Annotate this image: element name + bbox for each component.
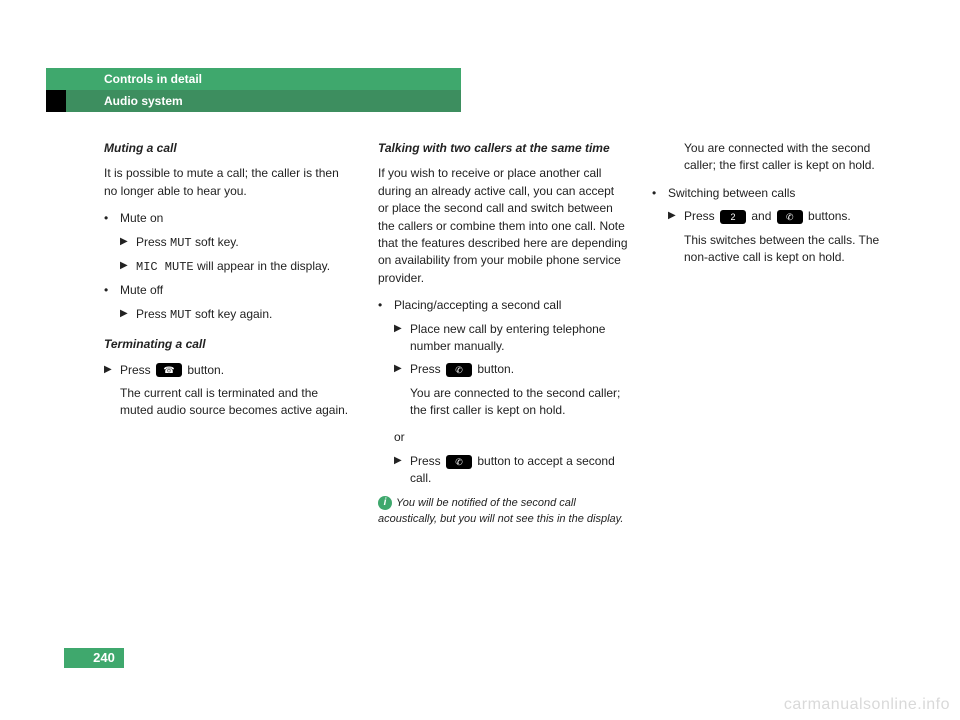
- step-press-hangup: ▶ Press ☎ button.: [104, 362, 354, 379]
- triangle-icon: ▶: [120, 306, 136, 324]
- step-text: Press MUT soft key again.: [136, 306, 272, 324]
- hangup-icon: ☎: [156, 363, 182, 377]
- step-press-mut: ▶ Press MUT soft key.: [104, 234, 354, 252]
- page-number: 240: [84, 648, 124, 668]
- triangle-icon: ▶: [394, 361, 410, 378]
- step-press-mut-again: ▶ Press MUT soft key again.: [104, 306, 354, 324]
- bullet-dot: •: [378, 297, 394, 314]
- para: If you wish to receive or place another …: [378, 165, 628, 287]
- watermark: carmanualsonline.info: [784, 696, 950, 714]
- section-bar: Audio system: [66, 90, 461, 112]
- step-press-pickup: ▶ Press ✆ button.: [378, 361, 628, 378]
- step-text: Place new call by entering telephone num…: [410, 321, 628, 356]
- heading-terminating: Terminating a call: [104, 336, 354, 353]
- pickup-icon: ✆: [446, 363, 472, 377]
- step-accept-second: ▶ Press ✆ button to accept a second call…: [378, 453, 628, 488]
- step-body: You are connected to the second caller; …: [378, 385, 628, 420]
- step-text: MIC MUTE will appear in the display.: [136, 258, 330, 276]
- bullet-dot: •: [104, 282, 120, 299]
- bullet-text: Mute off: [120, 282, 163, 299]
- triangle-icon: ▶: [104, 362, 120, 379]
- num2-icon: 2: [720, 210, 746, 224]
- bullet-text: Mute on: [120, 210, 163, 227]
- black-marker: [46, 90, 66, 112]
- heading-two-callers: Talking with two callers at the same tim…: [378, 140, 628, 157]
- bullet-dot: •: [104, 210, 120, 227]
- column-3: You are connected with the second caller…: [652, 140, 902, 528]
- step-press-switch: ▶ Press 2 and ✆ buttons.: [652, 208, 902, 225]
- pickup-icon: ✆: [777, 210, 803, 224]
- column-1: Muting a call It is possible to mute a c…: [104, 140, 354, 528]
- bullet-dot: •: [652, 185, 668, 202]
- bullet-placing: • Placing/accepting a second call: [378, 297, 628, 314]
- lead-text: You are connected with the second caller…: [652, 140, 902, 175]
- triangle-icon: ▶: [120, 234, 136, 252]
- triangle-icon: ▶: [120, 258, 136, 276]
- pickup-icon: ✆: [446, 455, 472, 469]
- info-note: iYou will be notified of the second call…: [378, 496, 628, 528]
- step-body: This switches between the calls. The non…: [652, 232, 902, 267]
- step-text: Press ✆ button.: [410, 361, 514, 378]
- page-marker-block: [64, 648, 84, 668]
- bullet-text: Switching between calls: [668, 185, 795, 202]
- step-text: Press 2 and ✆ buttons.: [684, 208, 851, 225]
- chapter-tab: Controls in detail: [46, 68, 461, 90]
- step-place-new: ▶ Place new call by entering telephone n…: [378, 321, 628, 356]
- step-mic-mute: ▶ MIC MUTE will appear in the display.: [104, 258, 354, 276]
- content-columns: Muting a call It is possible to mute a c…: [104, 140, 904, 528]
- step-text: Press ✆ button to accept a second call.: [410, 453, 628, 488]
- bullet-mute-off: • Mute off: [104, 282, 354, 299]
- triangle-icon: ▶: [394, 321, 410, 356]
- or-text: or: [378, 429, 628, 446]
- step-body: The current call is terminated and the m…: [104, 385, 354, 420]
- column-2: Talking with two callers at the same tim…: [378, 140, 628, 528]
- triangle-icon: ▶: [394, 453, 410, 488]
- step-text: Press MUT soft key.: [136, 234, 239, 252]
- step-text: Press ☎ button.: [120, 362, 224, 379]
- bullet-switching: • Switching between calls: [652, 185, 902, 202]
- triangle-icon: ▶: [668, 208, 684, 225]
- para: It is possible to mute a call; the calle…: [104, 165, 354, 200]
- heading-muting: Muting a call: [104, 140, 354, 157]
- bullet-mute-on: • Mute on: [104, 210, 354, 227]
- info-icon: i: [378, 496, 392, 510]
- bullet-text: Placing/accepting a second call: [394, 297, 561, 314]
